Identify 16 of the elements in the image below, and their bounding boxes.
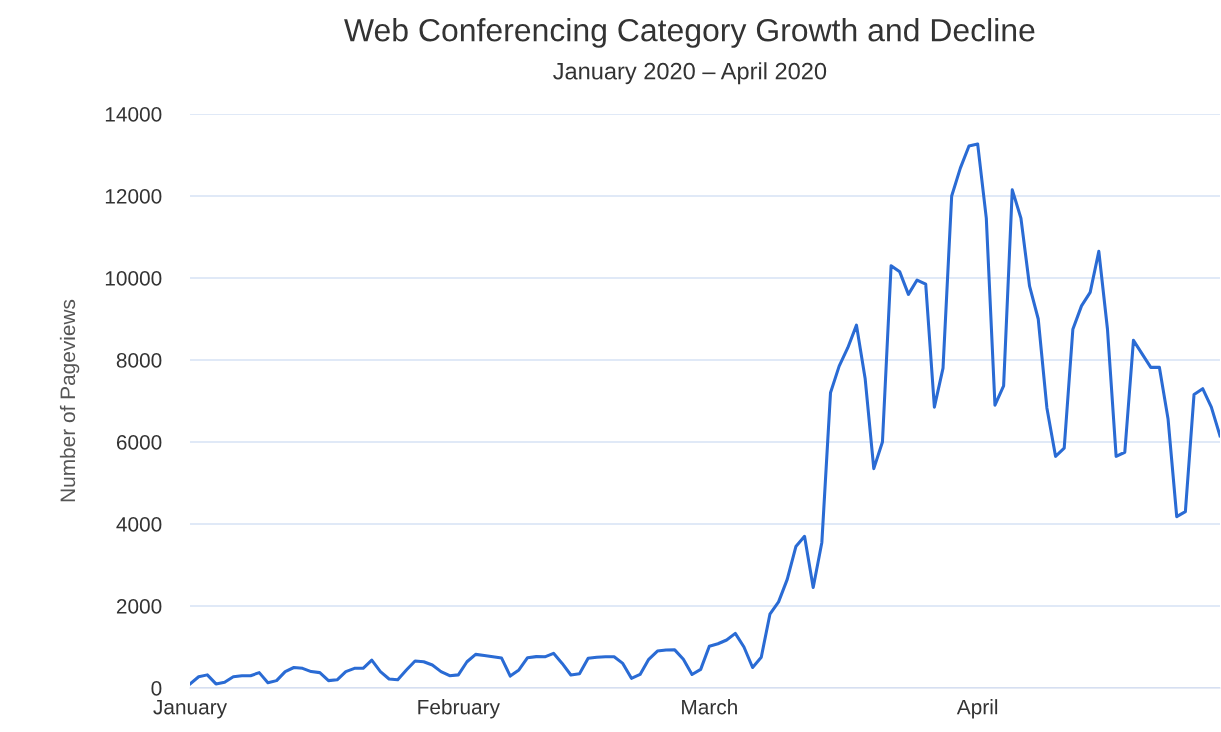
y-tick-label: 2000 <box>116 599 162 614</box>
x-tick-label: April <box>956 699 998 719</box>
y-tick-label: 0 <box>151 681 162 696</box>
y-tick-label: 10000 <box>105 271 162 286</box>
line-series <box>190 142 1220 686</box>
chart-subtitle: January 2020 – April 2020 <box>553 62 827 85</box>
y-axis-title: Number of Pageviews <box>59 299 80 502</box>
y-tick-label: 6000 <box>116 435 162 450</box>
y-tick-label: 8000 <box>116 353 162 368</box>
x-tick-label: March <box>682 699 737 715</box>
y-tick-label: 4000 <box>116 517 162 532</box>
chart-title: Web Conferencing Category Growth and Decline <box>344 18 1035 48</box>
x-tick-label: January <box>153 699 228 719</box>
y-tick-label: 12000 <box>105 189 162 204</box>
y-tick-label: 14000 <box>105 107 162 122</box>
x-tick-label: February <box>418 699 500 719</box>
